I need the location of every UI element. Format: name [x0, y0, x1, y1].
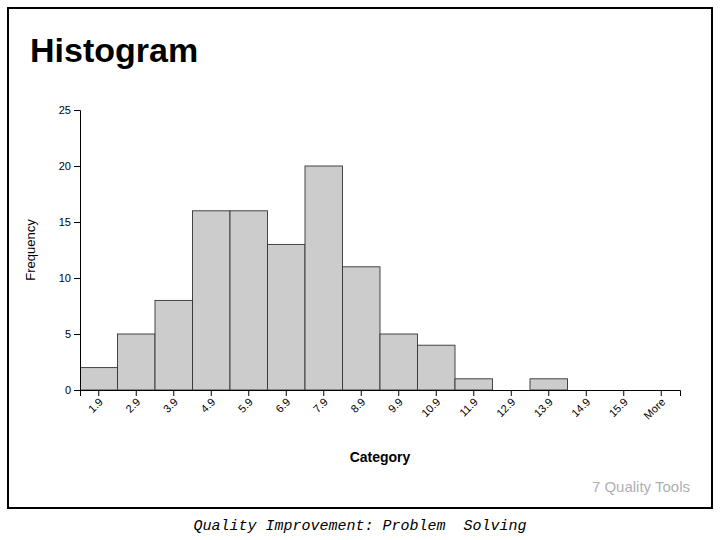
x-tick: 11.9: [457, 390, 480, 419]
bar: [380, 334, 418, 390]
tick-label: 5.9: [236, 396, 255, 415]
tick-mark: [586, 390, 587, 396]
tick-mark: [211, 390, 212, 396]
bar: [155, 300, 193, 390]
x-axis-title: Category: [350, 449, 411, 465]
tick-mark: [248, 390, 249, 396]
bar: [118, 334, 156, 390]
tick-mark: [286, 390, 287, 396]
tick-label: 20: [59, 160, 71, 172]
bar: [268, 244, 306, 390]
x-tick: 9.9: [386, 390, 405, 415]
bar: [230, 211, 268, 390]
tick-label: 9.9: [386, 396, 405, 415]
tick-mark: [74, 278, 80, 279]
tick-label: 1.9: [86, 396, 105, 415]
tick-mark: [623, 390, 624, 396]
y-tick: 20: [59, 160, 80, 172]
bars: [80, 166, 568, 390]
y-axis: 0 5 10 15 20 25: [59, 104, 81, 396]
tick-mark: [74, 390, 80, 391]
x-tick: 5.9: [236, 390, 255, 415]
x-tick: More: [641, 390, 667, 422]
y-tick: 10: [59, 272, 80, 284]
tick-label: 3.9: [161, 396, 180, 415]
x-axis: 1.9 2.9 3.9 4.9 5.9 6.9 7.9 8.9 9.9 10.9 11.9 12.9 1…: [81, 390, 681, 422]
bar: [418, 345, 456, 390]
footer: Quality Improvement: Problem Solving: [193, 518, 526, 535]
tick-mark: [74, 166, 80, 167]
x-tick: 7.9: [311, 390, 330, 415]
tick-label: 10: [59, 272, 71, 284]
tick-label: 11.9: [457, 396, 480, 419]
x-tick: 1.9: [86, 390, 105, 415]
tick-label: 5: [65, 328, 71, 340]
x-tick: 2.9: [123, 390, 142, 415]
tick-mark: [511, 390, 512, 396]
x-tick: 15.9: [606, 390, 630, 419]
title: Histogram: [30, 31, 198, 69]
tick-label: 14.9: [569, 396, 593, 420]
y-tick: 25: [59, 104, 80, 116]
x-tick: 13.9: [531, 390, 555, 419]
plot: 1.9 2.9 3.9 4.9 5.9 6.9 7.9 8.9 9.9 10.9 11.9 12.9 1…: [59, 104, 681, 422]
x-tick: 14.9: [569, 390, 593, 419]
bar: [605, 390, 643, 391]
subtitle: 7 Quality Tools: [592, 478, 690, 495]
bar: [80, 368, 118, 390]
x-tick: 6.9: [273, 390, 292, 415]
tick-label: 13.9: [531, 396, 555, 420]
bar: [493, 390, 531, 391]
tick-mark: [173, 390, 174, 396]
bar: [530, 379, 568, 390]
bar: [193, 211, 231, 390]
y-axis-title: Frequency: [23, 219, 38, 281]
x-tick: 3.9: [161, 390, 180, 415]
x-tick: 10.9: [419, 390, 443, 419]
tick-label: 0: [65, 384, 71, 396]
bar: [455, 379, 493, 390]
tick-label: 2.9: [123, 396, 142, 415]
tick-mark: [136, 390, 137, 396]
chart: Histogram 1.9 2.9 3.9 4.9 5.9 6.9 7.9 8.9 9.9 10.9…: [0, 0, 720, 540]
tick-mark: [473, 390, 474, 396]
tick-mark: [548, 390, 549, 396]
tick-label: 15.9: [606, 396, 630, 420]
tick-label: 4.9: [198, 396, 217, 415]
tick-label: 8.9: [348, 396, 367, 415]
y-tick: 0: [65, 384, 80, 396]
x-tick: 8.9: [348, 390, 367, 415]
tick-mark: [323, 390, 324, 396]
tick-label: 12.9: [494, 396, 518, 420]
tick-mark: [98, 390, 99, 396]
tick-label: 10.9: [419, 396, 443, 420]
bar: [343, 267, 381, 390]
tick-label: More: [641, 396, 667, 422]
tick-mark: [398, 390, 399, 396]
axis-line: [74, 111, 81, 391]
bar: [643, 390, 681, 391]
tick-label: 15: [59, 216, 71, 228]
tick-mark: [361, 390, 362, 396]
tick-label: 6.9: [273, 396, 292, 415]
tick-mark: [436, 390, 437, 396]
tick-label: 7.9: [311, 396, 330, 415]
tick-mark: [661, 390, 662, 396]
bar: [305, 166, 343, 390]
y-tick: 5: [65, 328, 80, 340]
bar: [568, 390, 606, 391]
tick-mark: [74, 110, 80, 111]
border: [8, 8, 712, 508]
tick-mark: [74, 334, 80, 335]
x-tick: 4.9: [198, 390, 217, 415]
tick-label: 25: [59, 104, 71, 116]
tick-mark: [74, 222, 80, 223]
x-tick: 12.9: [494, 390, 518, 419]
y-tick: 15: [59, 216, 80, 228]
